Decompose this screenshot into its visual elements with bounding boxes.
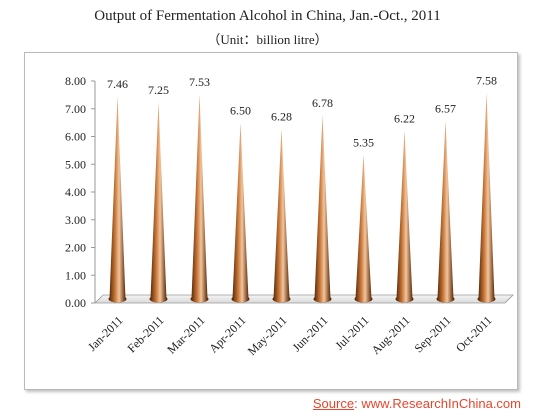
cone-bar xyxy=(437,120,454,303)
x-tick-label: Aug-2011 xyxy=(369,313,413,357)
source-separator: : xyxy=(354,396,358,411)
x-tick-label: Oct-2011 xyxy=(453,313,495,355)
cone-bar-chart: 0.00 1.00 2.00 3.00 4.00 5.00 6.00 7.00 8.00 7.46… xyxy=(65,74,514,358)
x-tick-label: Feb-2011 xyxy=(125,313,167,355)
y-tick-label: 0.00 xyxy=(65,296,86,310)
data-label: 7.53 xyxy=(189,75,210,89)
y-tick-label: 4.00 xyxy=(65,185,86,199)
y-tick-label: 2.00 xyxy=(65,241,86,255)
y-tick-label: 1.00 xyxy=(65,268,86,282)
data-label: 7.25 xyxy=(148,83,169,97)
data-label: 6.78 xyxy=(312,96,333,110)
cone-bar xyxy=(109,95,126,303)
chart-subtitle: （Unit：billion litre） xyxy=(207,32,328,47)
y-tick-label: 3.00 xyxy=(65,213,86,227)
cone-bar xyxy=(191,94,208,303)
x-tick-label: Sep-2011 xyxy=(412,313,454,355)
data-label: 7.46 xyxy=(107,77,128,91)
data-label: 6.50 xyxy=(230,104,251,118)
cone-bar xyxy=(273,128,290,303)
y-tick-label: 5.00 xyxy=(65,157,86,171)
data-label: 6.57 xyxy=(435,102,456,116)
y-tick-label: 7.00 xyxy=(65,102,86,116)
x-tick-label: May-2011 xyxy=(245,313,290,358)
data-label: 5.35 xyxy=(353,136,374,150)
source-credit: Source: www.ResearchInChina.com xyxy=(313,396,521,411)
data-label: 6.28 xyxy=(271,110,292,124)
cone-bar xyxy=(478,92,495,303)
y-tick-label: 8.00 xyxy=(65,74,86,88)
cone-bar xyxy=(150,101,167,303)
source-label: Source xyxy=(312,396,355,411)
x-tick-label: Jan-2011 xyxy=(85,313,126,354)
cone-bar xyxy=(314,114,331,303)
data-label: 7.58 xyxy=(476,74,497,88)
cone-bar xyxy=(355,154,372,303)
cone-bar xyxy=(396,130,413,303)
y-tick-label: 6.00 xyxy=(65,130,86,144)
cone-bar xyxy=(232,122,249,303)
x-tick-label: Mar-2011 xyxy=(164,313,207,356)
x-tick-label: Jun-2011 xyxy=(289,313,330,354)
x-tick-label: Apr-2011 xyxy=(206,313,248,355)
x-tick-label: Jul-2011 xyxy=(332,313,371,352)
chart-area: 0.00 1.00 2.00 3.00 4.00 5.00 6.00 7.00 8.00 7.46… xyxy=(24,52,518,390)
data-label: 6.22 xyxy=(394,111,415,125)
chart-title: Output of Fermentation Alcohol in China,… xyxy=(94,8,441,24)
source-link[interactable]: www.ResearchInChina.com xyxy=(361,396,521,411)
